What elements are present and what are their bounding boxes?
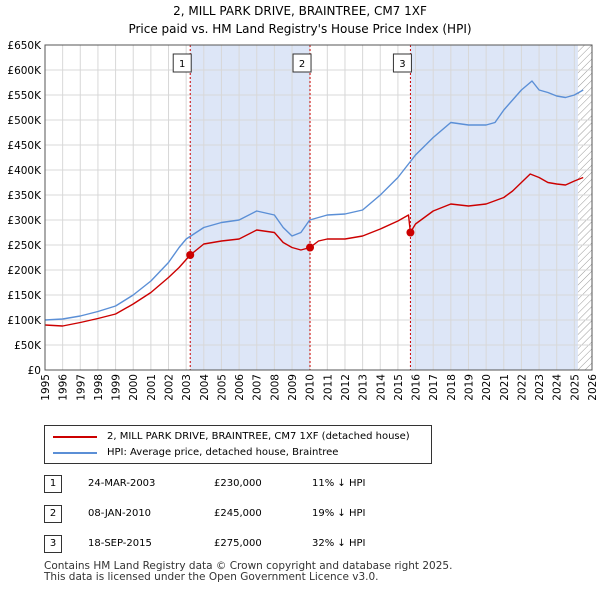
- sale-date-3: 18-SEP-2015: [88, 538, 152, 549]
- x-tick-label-9: 2004: [199, 374, 211, 401]
- sale-point-3: [406, 228, 415, 237]
- sale-number-2: 2: [44, 505, 62, 523]
- y-tick-label-4: £200K: [7, 265, 42, 277]
- x-tick-label-24: 2019: [463, 374, 475, 401]
- sale-price-2: £245,000: [214, 508, 262, 519]
- y-tick-label-13: £650K: [7, 40, 42, 52]
- y-tick-label-7: £350K: [7, 190, 42, 202]
- sale-point-2: [306, 243, 315, 252]
- legend-swatch-property: [53, 436, 97, 438]
- sale-marker-label-3: 3: [399, 59, 405, 70]
- x-tick-label-1: 1996: [58, 374, 70, 401]
- sale-hpi-2: 19% ↓ HPI: [312, 508, 366, 519]
- y-tick-label-11: £550K: [7, 90, 42, 102]
- x-tick-label-21: 2016: [411, 374, 423, 401]
- x-tick-label-10: 2005: [216, 374, 228, 401]
- x-tick-label-11: 2006: [234, 374, 246, 401]
- ownership-span-2: [410, 45, 578, 370]
- x-tick-label-20: 2015: [393, 374, 405, 401]
- chart-title: 2, MILL PARK DRIVE, BRAINTREE, CM7 1XF: [173, 4, 427, 18]
- y-tick-label-1: £50K: [14, 340, 42, 352]
- legend: 2, MILL PARK DRIVE, BRAINTREE, CM7 1XF (…: [44, 425, 432, 464]
- x-tick-label-16: 2011: [322, 374, 334, 401]
- y-tick-label-0: £0: [28, 365, 41, 377]
- x-tick-label-15: 2010: [305, 374, 317, 401]
- sale-price-1: £230,000: [214, 478, 262, 489]
- ownership-span-1: [190, 45, 311, 370]
- x-tick-label-25: 2020: [481, 374, 493, 401]
- y-tick-label-5: £250K: [7, 240, 42, 252]
- x-tick-label-17: 2012: [340, 374, 352, 401]
- sale-number-1: 1: [44, 475, 62, 493]
- sale-date-2: 08-JAN-2010: [88, 508, 152, 519]
- legend-swatch-hpi: [53, 452, 97, 454]
- legend-label-hpi: HPI: Average price, detached house, Brai…: [107, 447, 339, 458]
- sale-marker-label-2: 2: [299, 59, 305, 70]
- sale-row-2: 2 08-JAN-2010 £245,000 19% ↓ HPI: [44, 505, 564, 523]
- y-tick-label-12: £600K: [7, 65, 42, 77]
- y-tick-label-10: £500K: [7, 115, 42, 127]
- sale-row-3: 3 18-SEP-2015 £275,000 32% ↓ HPI: [44, 535, 564, 553]
- x-tick-label-6: 2001: [146, 374, 158, 401]
- y-tick-label-6: £300K: [7, 215, 42, 227]
- sale-marker-box-3: [392, 53, 412, 73]
- sale-hpi-1: 11% ↓ HPI: [312, 478, 366, 489]
- x-tick-label-3: 1998: [93, 374, 105, 401]
- y-tick-label-2: £100K: [7, 315, 42, 327]
- y-tick-label-8: £400K: [7, 165, 42, 177]
- x-tick-label-28: 2023: [534, 374, 546, 401]
- x-tick-label-7: 2002: [164, 374, 176, 401]
- x-tick-label-23: 2018: [446, 374, 458, 401]
- y-tick-label-3: £150K: [7, 290, 42, 302]
- sale-price-3: £275,000: [214, 538, 262, 549]
- x-tick-label-14: 2009: [287, 374, 299, 401]
- hpi-line: [44, 80, 584, 321]
- x-tick-label-5: 2000: [128, 374, 140, 401]
- x-tick-label-22: 2017: [428, 374, 440, 401]
- x-tick-label-26: 2021: [499, 374, 511, 401]
- forecast-hatch: [577, 45, 592, 370]
- sale-marker-label-1: 1: [179, 59, 185, 70]
- plot-border: [44, 44, 593, 371]
- y-tick-label-9: £450K: [7, 140, 42, 152]
- footer-licence: This data is licensed under the Open Gov…: [44, 571, 379, 583]
- sale-marker-box-1: [172, 53, 192, 73]
- x-tick-label-8: 2003: [181, 374, 193, 401]
- legend-label-property: 2, MILL PARK DRIVE, BRAINTREE, CM7 1XF (…: [107, 431, 410, 442]
- sale-point-1: [186, 251, 195, 259]
- sale-hpi-3: 32% ↓ HPI: [312, 538, 366, 549]
- sale-number-3: 3: [44, 535, 62, 553]
- x-tick-label-18: 2013: [358, 374, 370, 401]
- chart-subtitle: Price paid vs. HM Land Registry's House …: [128, 22, 472, 36]
- x-tick-label-13: 2008: [269, 374, 281, 401]
- property-price-line: [44, 173, 584, 327]
- x-tick-label-0: 1995: [40, 374, 52, 401]
- x-tick-label-4: 1999: [111, 374, 123, 401]
- sale-date-1: 24-MAR-2003: [88, 478, 156, 489]
- footer-copyright: Contains HM Land Registry data © Crown c…: [44, 560, 453, 572]
- x-tick-label-31: 2026: [587, 374, 599, 401]
- x-tick-label-19: 2014: [375, 374, 387, 401]
- x-tick-label-2: 1997: [75, 374, 87, 401]
- x-tick-label-12: 2007: [252, 374, 264, 401]
- x-tick-label-29: 2024: [552, 374, 564, 401]
- sale-row-1: 1 24-MAR-2003 £230,000 11% ↓ HPI: [44, 475, 564, 493]
- x-tick-label-27: 2022: [516, 374, 528, 401]
- sale-marker-box-2: [292, 53, 312, 73]
- price-chart: 1 2 3 £0 £50K £100K £150K £200K £250K £300K £350K…: [7, 40, 599, 401]
- x-tick-label-30: 2025: [569, 374, 581, 401]
